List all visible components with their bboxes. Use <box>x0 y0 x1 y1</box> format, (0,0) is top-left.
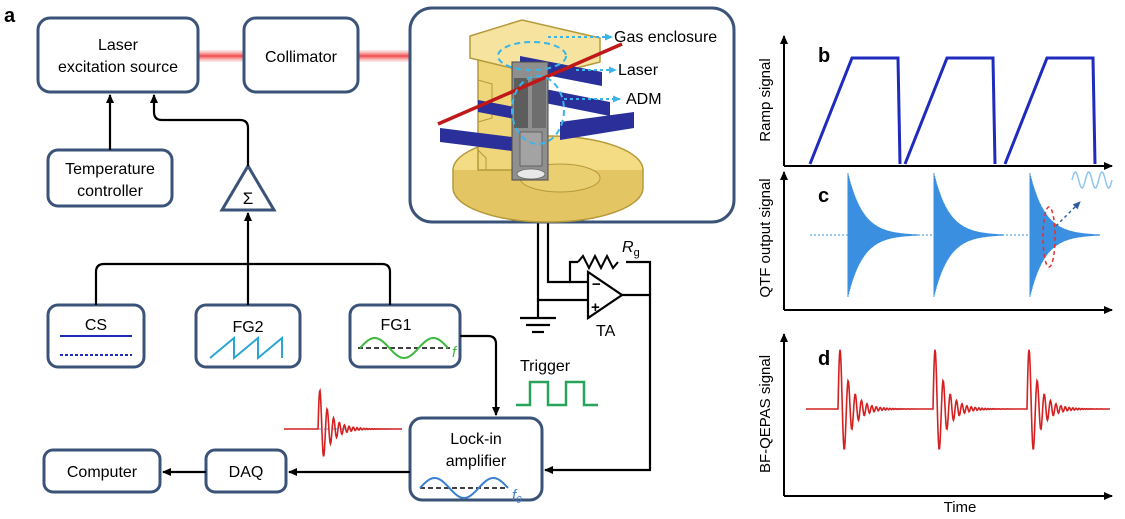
fg1-label: FG1 <box>380 317 411 334</box>
panel-label-d: d <box>818 348 830 370</box>
housing-seal-bottom-left <box>440 128 520 152</box>
fg1-to-lockin-arrow <box>460 334 500 416</box>
ta-to-lockin-arrow <box>544 293 652 474</box>
plot-d-x-label: Time <box>944 499 977 514</box>
computer-box: Computer <box>42 448 162 494</box>
transimpedance-amplifier: − + <box>586 269 624 321</box>
trigger-waveform <box>516 380 598 407</box>
ta-label: TA <box>596 323 616 340</box>
temperature-controller-label-2: controller <box>77 183 143 200</box>
plot-d-y-label: BF-QEPAS signal <box>757 355 774 473</box>
housing-seal-bottom-right <box>560 112 634 140</box>
panel-label-c: c <box>818 185 829 207</box>
laser-source-label-2: excitation source <box>58 59 178 76</box>
qtf-signal-trace <box>810 173 1102 297</box>
qtf-lead-plus <box>536 222 590 302</box>
panel-label-b: b <box>818 45 830 67</box>
adm-highlight <box>511 75 565 145</box>
gas-enclosure-highlight <box>497 41 567 71</box>
sources-bus-line <box>94 262 392 305</box>
temperature-controller-box: Temperature controller <box>46 148 174 208</box>
lockin-reference-waveform <box>419 477 509 500</box>
qtf-burst-3 <box>1029 173 1100 297</box>
lockin-label-1: Lock-in <box>450 431 502 448</box>
fg2-ramp-waveform <box>209 335 283 361</box>
bf-qepas-signal-trace <box>806 349 1110 450</box>
qtf-burst-2 <box>933 173 1004 297</box>
feedback-wire-right <box>626 260 652 295</box>
bf-inset-waveform <box>284 387 402 457</box>
laser-beam-2 <box>358 50 410 62</box>
laser-beam-1 <box>198 50 244 62</box>
summation-node: Σ <box>219 163 277 212</box>
computer-label: Computer <box>67 464 138 481</box>
ramp-signal-trace <box>808 56 1097 165</box>
daq-box: DAQ <box>204 448 288 494</box>
resistor-label: Rg <box>622 239 640 259</box>
qtf-zoom-arrow <box>1055 201 1081 227</box>
lockin-amplifier-box: Lock-in amplifier f0 <box>408 416 544 506</box>
fg1-frequency-label: f <box>452 344 458 361</box>
plot-c: QTF output signal <box>757 171 1113 314</box>
qtf-zoom-highlight <box>1042 206 1056 268</box>
collimator-box: Collimator <box>242 16 360 94</box>
laser-source-box: Laser excitation source <box>36 16 200 94</box>
feedback-wire-left <box>568 260 590 284</box>
housing-laser-beam <box>437 42 623 126</box>
housing-seal-left <box>478 100 520 120</box>
lockin-label-2: amplifier <box>446 453 507 470</box>
plot-d: BF-QEPAS signal Time <box>757 333 1113 516</box>
cs-box: CS <box>46 303 146 369</box>
trigger-label: Trigger <box>520 358 571 375</box>
adm-label: ADM <box>626 91 662 108</box>
plot-c-y-label: QTF output signal <box>757 178 774 297</box>
opamp-plus: + <box>591 299 600 316</box>
sum-symbol: Σ <box>243 189 254 208</box>
collimator-label: Collimator <box>265 49 338 66</box>
plot-b-y-label: Ramp signal <box>757 58 774 141</box>
fg2-box: FG2 <box>194 303 302 369</box>
fg1-box: FG1 f <box>348 303 462 369</box>
qtf-zoom-sine <box>1071 171 1113 189</box>
housing-seal-mid-right <box>540 88 610 116</box>
temperature-controller-label-1: Temperature <box>65 161 155 178</box>
lockin-f0-label: f0 <box>512 487 522 506</box>
feedback-resistor <box>577 253 619 271</box>
opamp-minus: − <box>592 276 601 293</box>
ground-symbol <box>520 316 556 334</box>
adm-housing-panel: Gas enclosure Laser ADM <box>408 6 736 224</box>
qtf-lead-minus <box>546 222 570 284</box>
laser-source-label-1: Laser <box>98 37 139 54</box>
cs-label: CS <box>85 317 107 334</box>
gas-enclosure-label: Gas enclosure <box>614 29 717 46</box>
plot-b: Ramp signal <box>757 35 1113 170</box>
panel-label-a: a <box>4 5 16 27</box>
laser-label: Laser <box>618 62 659 79</box>
fg1-sine-waveform <box>359 337 449 360</box>
daq-label: DAQ <box>229 464 264 481</box>
qtf-burst-1 <box>847 173 918 297</box>
fg2-label: FG2 <box>232 319 263 336</box>
sum-to-laser-arrow <box>150 94 250 166</box>
